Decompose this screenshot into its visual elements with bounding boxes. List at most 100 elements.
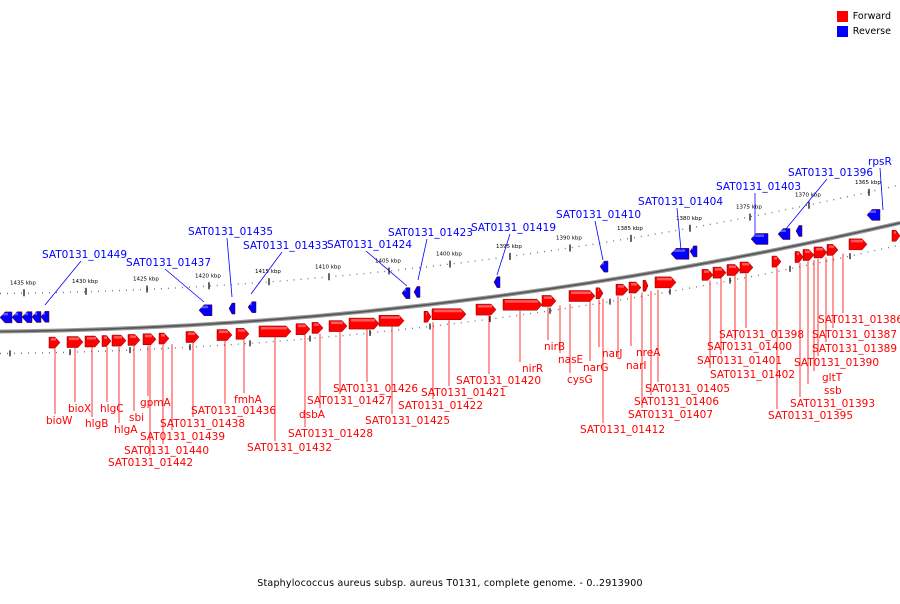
forward-gene-arrow-shine [829, 245, 834, 248]
reverse-gene-label: SAT0131_01403 [716, 181, 801, 193]
reverse-gene-arrow-shine [24, 312, 28, 316]
forward-gene-label: SAT0131_01432 [247, 442, 332, 454]
forward-gene-label: narG [583, 362, 609, 374]
forward-gene-arrow-shine [657, 277, 672, 281]
forward-gene-label: nreA [636, 347, 661, 359]
reverse-leader-line [365, 250, 408, 287]
reverse-gene-label: SAT0131_01449 [42, 249, 127, 261]
tick-label: 1420 kbp [195, 273, 221, 279]
forward-gene-label: SAT0131_01426 [333, 383, 418, 395]
forward-gene-label: nirR [522, 363, 543, 375]
forward-gene-arrow-shine [314, 323, 319, 326]
forward-gene-arrow [642, 280, 649, 292]
forward-gene-label: nasE [558, 354, 583, 366]
forward-gene-label: SAT0131_01420 [456, 375, 541, 387]
forward-gene-arrow [258, 325, 292, 338]
forward-gene-arrow [771, 255, 782, 268]
forward-gene-arrow [431, 308, 467, 320]
forward-gene-arrow-shine [51, 338, 56, 341]
forward-gene-arrow-shine [188, 332, 195, 336]
reverse-gene-arrow-shine [692, 246, 693, 250]
forward-gene-arrow [111, 334, 127, 347]
forward-gene-arrow [502, 298, 543, 311]
reverse-gene-label: SAT0131_01424 [327, 239, 412, 251]
forward-gene-arrow-shine [851, 239, 863, 243]
forward-gene-arrow-shine [505, 300, 538, 303]
forward-gene-arrow-shine [774, 257, 777, 260]
forward-gene-label: SAT0131_01398 [719, 329, 804, 341]
forward-gene-label: fmhA [234, 394, 263, 406]
forward-gene-arrow-shine [238, 329, 245, 332]
forward-gene-label: bioX [68, 403, 91, 415]
reverse-gene-label: SAT0131_01423 [388, 227, 473, 239]
forward-gene-label: SAT0131_01422 [398, 400, 483, 412]
forward-gene-arrow [848, 238, 868, 251]
forward-gene-arrow [328, 320, 348, 332]
reverse-gene-arrow-shine [43, 312, 45, 315]
forward-gene-label: ssb [824, 385, 842, 397]
reverse-gene-arrow-shine [2, 312, 8, 316]
forward-gene-arrow-shine [145, 334, 152, 338]
reverse-gene-label: SAT0131_01435 [188, 226, 273, 238]
forward-gene-arrow-shine [894, 231, 896, 234]
forward-gene-arrow-shine [69, 337, 79, 341]
forward-gene-arrow [101, 335, 112, 347]
forward-gene-label: SAT0131_01428 [288, 428, 373, 440]
tick-label: 1395 kbp [496, 244, 522, 250]
forward-gene-label: hlgB [85, 418, 108, 430]
forward-gene-arrow-shine [261, 326, 287, 330]
forward-gene-label: bioW [46, 415, 73, 427]
tick-label: 1400 kbp [436, 252, 462, 258]
forward-gene-label: cysG [567, 374, 593, 386]
forward-gene-label: narJ [602, 348, 623, 360]
legend: Forward Reverse [836, 9, 891, 39]
reverse-gene-arrow [228, 302, 236, 315]
forward-gene-arrow [235, 328, 250, 340]
forward-gene-label: hlgA [114, 424, 138, 436]
forward-gene-arrow [185, 331, 200, 343]
reverse-gene-arrow-shine [404, 288, 406, 292]
forward-gene-label: SAT0131_01427 [307, 395, 392, 407]
forward-gene-arrow [311, 322, 324, 334]
forward-swatch [836, 11, 848, 22]
backbone-line [0, 222, 900, 333]
forward-gene-arrow [127, 334, 141, 346]
forward-gene-label: SAT0131_01412 [580, 424, 665, 436]
reverse-gene-label: rpsR [868, 156, 892, 168]
forward-gene-label: SAT0131_01401 [697, 355, 782, 367]
forward-gene-arrow-shine [797, 252, 799, 255]
forward-gene-arrow [48, 336, 61, 349]
forward-gene-arrow-shine [618, 285, 624, 288]
forward-gene-arrow-shine [571, 291, 591, 295]
forward-gene-arrow-shine [704, 270, 709, 273]
forward-gene-arrow [378, 314, 405, 327]
reverse-gene-arrow-shine [673, 249, 685, 252]
forward-gene-arrow-shine [87, 337, 96, 340]
forward-gene-arrow [826, 244, 839, 256]
tick-label: 1410 kbp [315, 264, 341, 270]
forward-gene-arrow [794, 251, 804, 263]
reverse-leader-line [496, 233, 511, 276]
forward-gene-label: SAT0131_01421 [421, 387, 506, 399]
reverse-gene-arrow-shine [602, 262, 604, 265]
reverse-gene-arrow-shine [34, 312, 37, 315]
tick-label: 1375 kbp [736, 205, 762, 211]
tick-label: 1435 kbp [10, 280, 36, 286]
reverse-leader-line [44, 260, 82, 306]
reverse-gene-arrow [198, 304, 213, 317]
forward-gene-label: SAT0131_01395 [768, 410, 853, 422]
reverse-leader-line [594, 220, 604, 261]
forward-gene-arrow-shine [715, 268, 722, 271]
forward-gene-arrow [615, 283, 629, 296]
tick-label: 1425 kbp [133, 277, 159, 283]
forward-gene-arrow-shine [298, 324, 306, 328]
reverse-gene-arrow [670, 248, 690, 260]
reverse-leader-line [784, 178, 828, 231]
forward-gene-arrow [216, 329, 233, 341]
reverse-gene-arrow-shine [780, 229, 786, 233]
reverse-leader-line [417, 238, 428, 281]
forward-gene-arrow-shine [219, 330, 228, 334]
forward-gene-arrow [628, 281, 642, 294]
